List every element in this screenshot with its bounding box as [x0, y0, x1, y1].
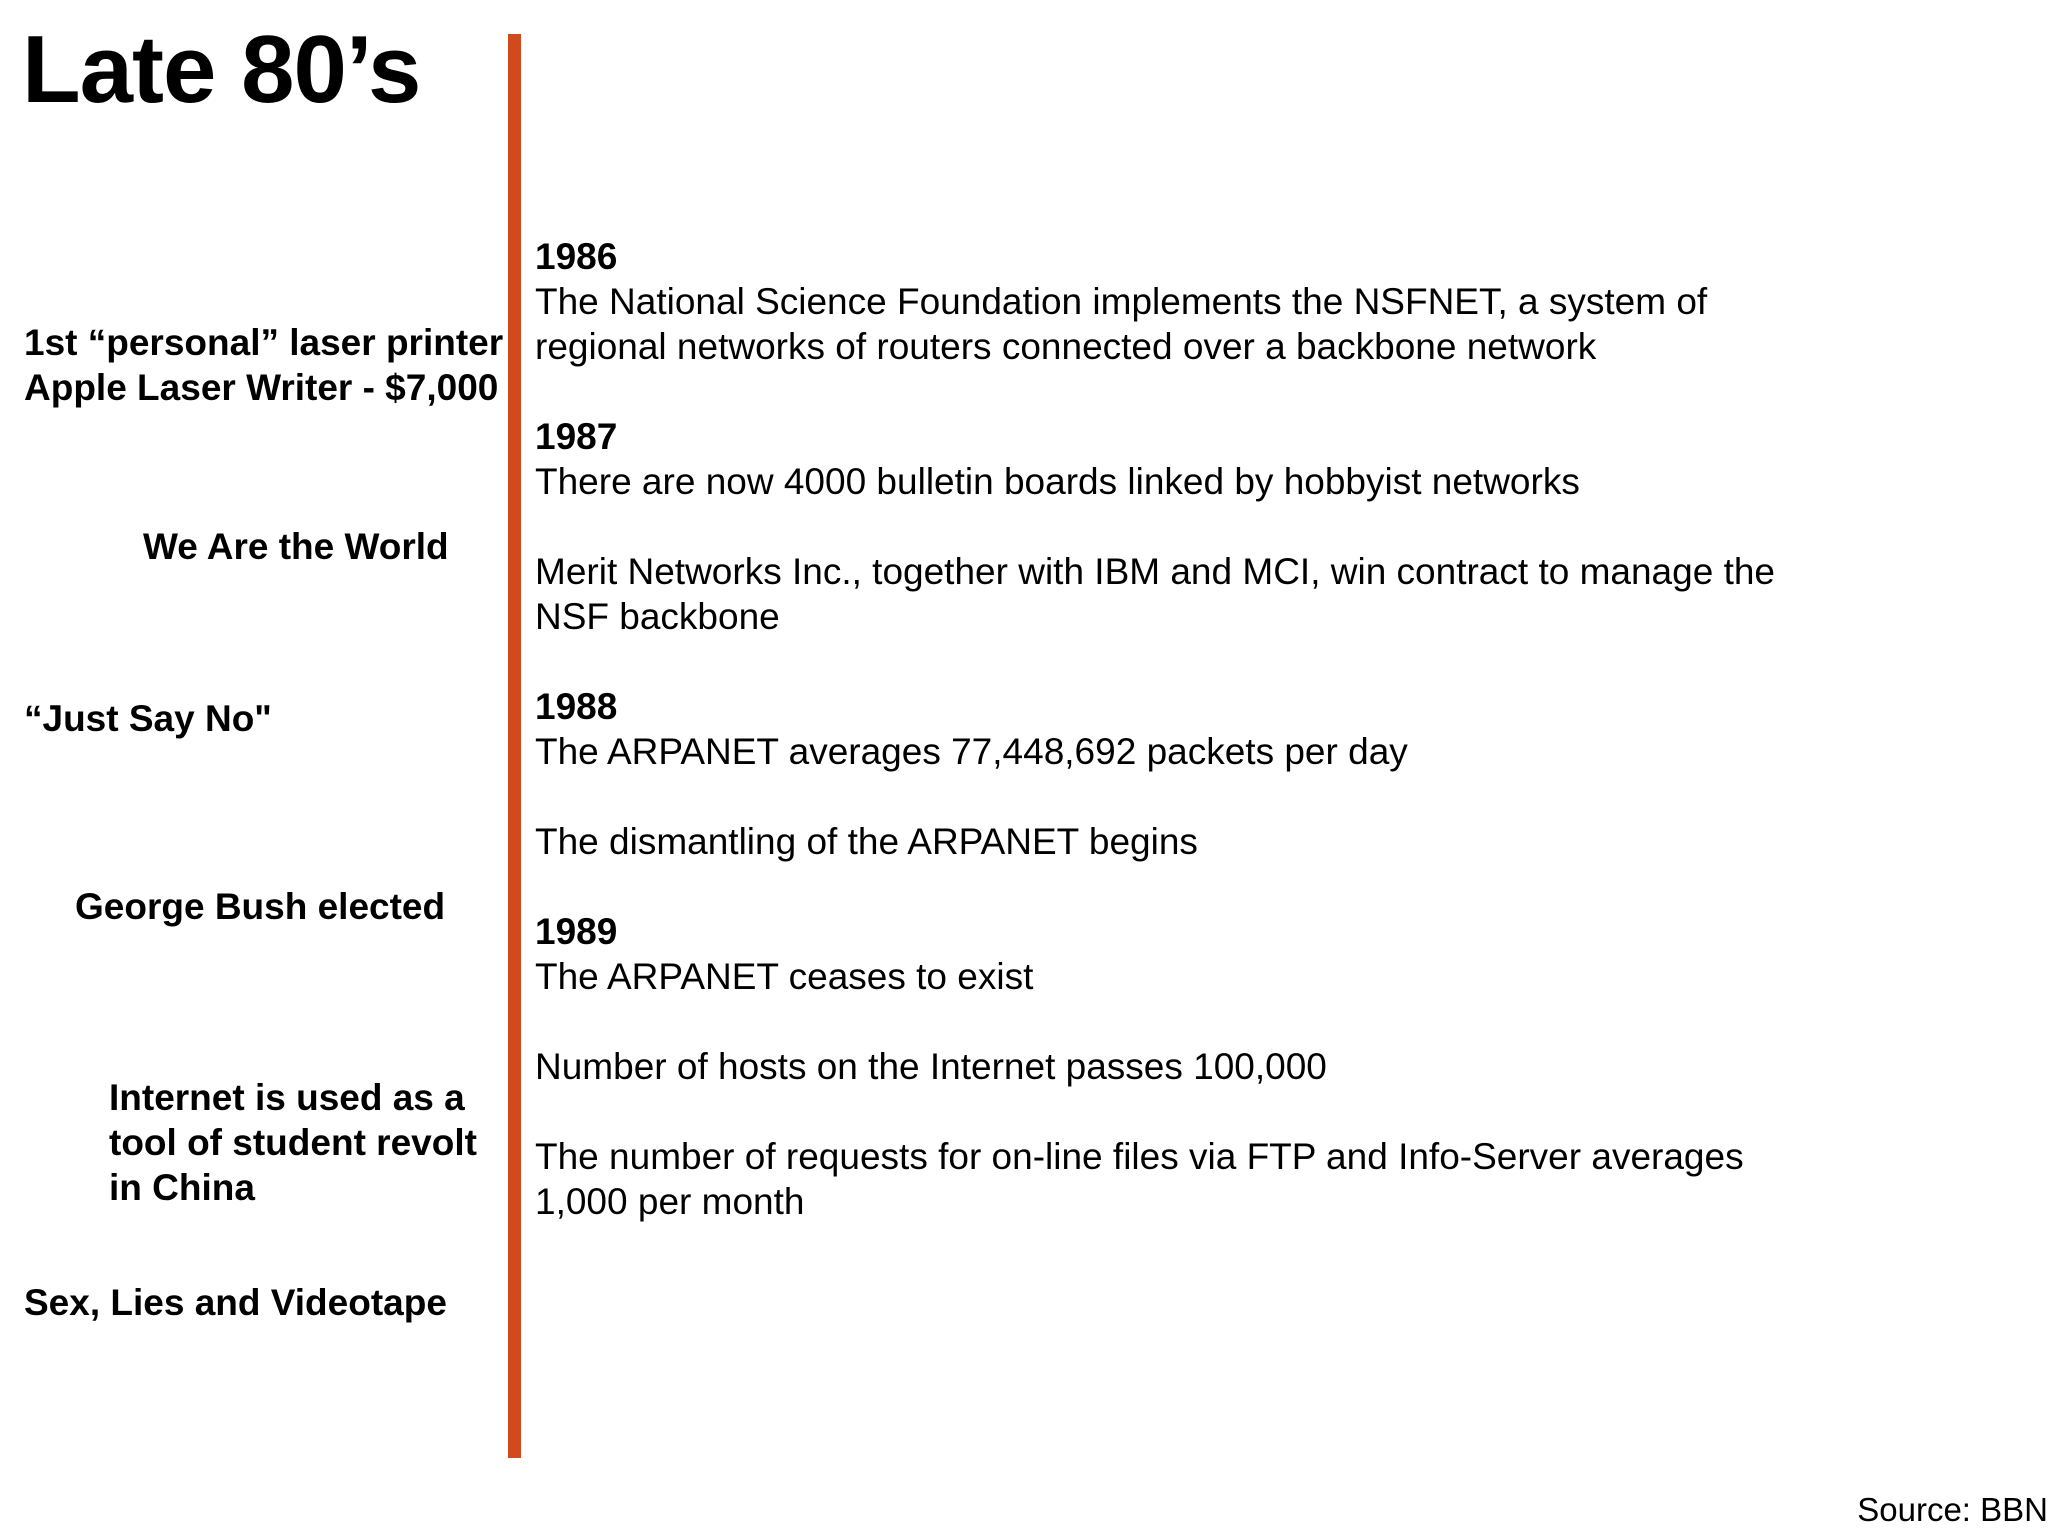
- side-note-we-are-the-world: We Are the World: [143, 524, 449, 569]
- year-heading-1989: 1989: [535, 911, 618, 952]
- side-note-line: “Just Say No": [24, 698, 272, 739]
- event-text: The number of requests for on-line files…: [535, 1136, 1744, 1177]
- side-note-line: in China: [109, 1167, 255, 1208]
- event-text: The ARPANET ceases to exist: [535, 956, 1034, 997]
- year-heading-1986: 1986: [535, 236, 618, 277]
- side-note-line: Apple Laser Writer - $7,000: [24, 367, 499, 408]
- side-note-student-revolt: Internet is used as a tool of student re…: [109, 1075, 477, 1210]
- event-text: There are now 4000 bulletin boards linke…: [535, 461, 1580, 502]
- event-text: 1,000 per month: [535, 1181, 805, 1222]
- side-note-line: George Bush elected: [75, 886, 446, 927]
- timeline-bar: [508, 34, 521, 1458]
- event-text: Number of hosts on the Internet passes 1…: [535, 1046, 1327, 1087]
- side-note-line: Sex, Lies and Videotape: [24, 1282, 447, 1323]
- side-note-line: tool of student revolt: [109, 1122, 477, 1163]
- event-list: 1986 The National Science Foundation imp…: [535, 234, 1955, 1224]
- year-heading-1988: 1988: [535, 686, 618, 727]
- event-text: The dismantling of the ARPANET begins: [535, 821, 1198, 862]
- side-note-george-bush: George Bush elected: [75, 884, 445, 929]
- event-text: NSF backbone: [535, 596, 780, 637]
- side-note-line: Internet is used as a: [109, 1077, 465, 1118]
- side-note-laser-printer: 1st “personal” laser printer Apple Laser…: [24, 320, 503, 410]
- event-text: regional networks of routers connected o…: [535, 326, 1597, 367]
- event-text: The ARPANET averages 77,448,692 packets …: [535, 731, 1408, 772]
- source-credit: Source: BBN: [1857, 1491, 2048, 1528]
- event-text: The National Science Foundation implemen…: [535, 281, 1708, 322]
- event-text: Merit Networks Inc., together with IBM a…: [535, 551, 1776, 592]
- page-title: Late 80’s: [22, 16, 421, 123]
- side-note-just-say-no: “Just Say No": [24, 696, 272, 741]
- side-note-line: 1st “personal” laser printer: [24, 322, 504, 363]
- side-note-sex-lies: Sex, Lies and Videotape: [24, 1280, 447, 1325]
- year-heading-1987: 1987: [535, 416, 618, 457]
- side-note-line: We Are the World: [143, 526, 449, 567]
